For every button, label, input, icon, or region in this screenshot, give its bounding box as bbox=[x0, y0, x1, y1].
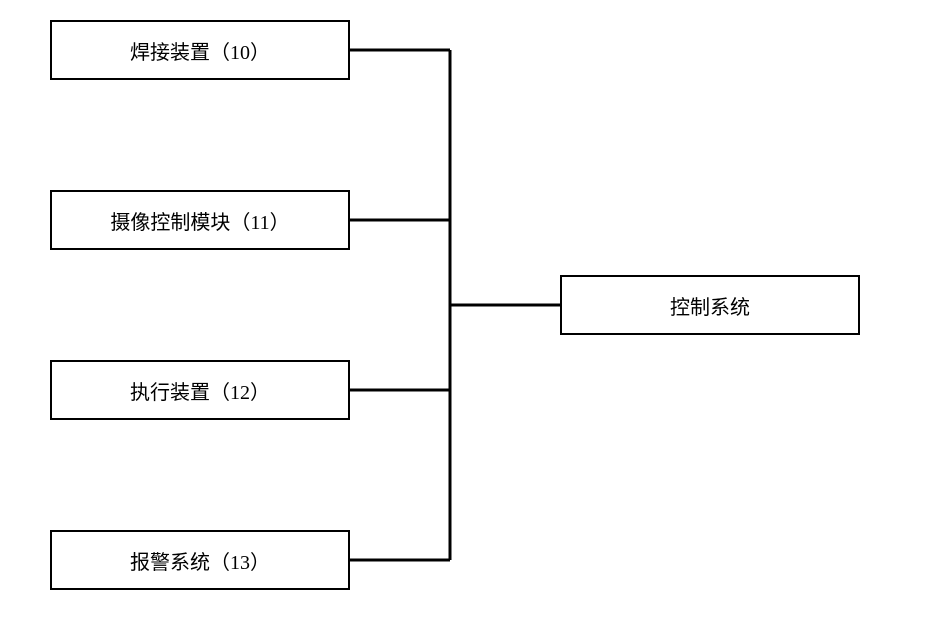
node-alarm-system: 报警系统（13） bbox=[50, 530, 350, 590]
node-label: 焊接装置（10） bbox=[130, 36, 270, 65]
node-welding-device: 焊接装置（10） bbox=[50, 20, 350, 80]
node-control-system: 控制系统 bbox=[560, 275, 860, 335]
node-execution-device: 执行装置（12） bbox=[50, 360, 350, 420]
node-label: 摄像控制模块（11） bbox=[110, 206, 289, 235]
node-camera-control-module: 摄像控制模块（11） bbox=[50, 190, 350, 250]
diagram-canvas: 焊接装置（10） 摄像控制模块（11） 执行装置（12） 报警系统（13） 控制… bbox=[0, 0, 936, 638]
node-label: 执行装置（12） bbox=[130, 376, 270, 405]
node-label: 报警系统（13） bbox=[130, 546, 270, 575]
node-label: 控制系统 bbox=[670, 291, 750, 320]
